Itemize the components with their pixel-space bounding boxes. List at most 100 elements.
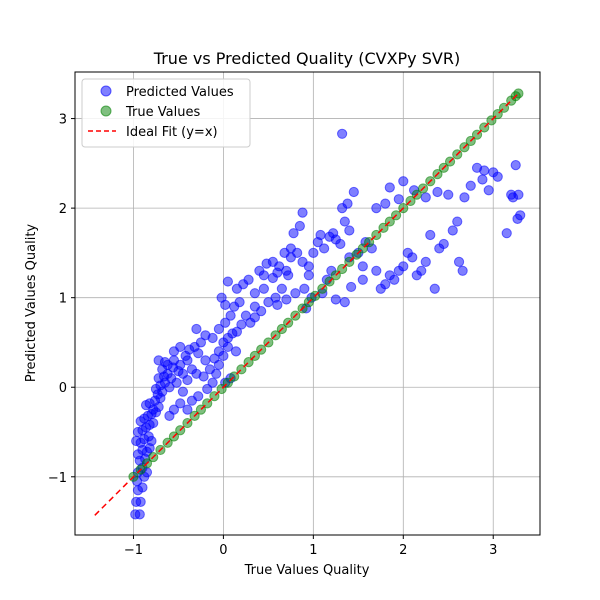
predicted-point — [384, 182, 395, 193]
predicted-point — [501, 228, 512, 239]
predicted-point — [146, 435, 157, 447]
predicted-point — [222, 276, 234, 287]
predicted-point — [297, 207, 308, 218]
predicted-point — [339, 297, 350, 308]
predicted-point — [171, 377, 182, 388]
predicted-point — [276, 283, 287, 294]
predicted-point — [249, 288, 260, 299]
legend-label-predicted: Predicted Values — [126, 85, 234, 100]
predicted-point — [357, 274, 368, 285]
y-tick-label: 3 — [59, 113, 67, 128]
predicted-point — [337, 128, 348, 139]
legend-label-true: True Values — [125, 105, 200, 120]
predicted-point — [258, 283, 269, 294]
predicted-point — [342, 198, 353, 209]
predicted-point — [272, 299, 283, 310]
predicted-point — [195, 337, 207, 348]
x-tick-label: −1 — [124, 543, 143, 558]
legend-label-ideal-fit: Ideal Fit (y=x) — [126, 125, 218, 140]
predicted-point — [200, 330, 211, 341]
predicted-point — [234, 297, 245, 308]
predicted-point — [263, 297, 274, 308]
predicted-point — [135, 496, 146, 507]
predicted-point — [292, 247, 303, 259]
predicted-point — [213, 359, 225, 370]
predicted-point — [459, 192, 470, 203]
legend-marker-predicted — [100, 85, 112, 97]
predicted-point — [193, 348, 204, 359]
predicted-point — [240, 310, 251, 321]
predicted-point — [319, 243, 330, 254]
predicted-point — [182, 404, 193, 415]
predicted-point — [357, 261, 368, 272]
predicted-point — [272, 267, 283, 278]
predicted-point — [339, 216, 350, 227]
predicted-point — [477, 174, 488, 185]
y-tick-label: 1 — [59, 292, 67, 307]
predicted-point — [425, 229, 436, 241]
predicted-point — [457, 265, 468, 276]
predicted-point — [398, 176, 409, 187]
predicted-point — [447, 225, 458, 236]
predicted-point — [371, 203, 382, 214]
predicted-point — [220, 317, 231, 328]
predicted-point — [243, 274, 254, 285]
predicted-point — [290, 288, 301, 299]
y-tick-label: −1 — [48, 471, 67, 486]
predicted-point — [432, 186, 443, 198]
predicted-point — [288, 228, 299, 239]
predicted-point — [175, 359, 186, 370]
y-tick-label: 2 — [59, 202, 67, 217]
predicted-point — [230, 346, 242, 357]
predicted-point — [191, 323, 202, 335]
predicted-point — [182, 355, 193, 366]
predicted-point — [393, 194, 404, 205]
predicted-point — [200, 355, 211, 366]
predicted-point — [159, 357, 171, 368]
predicted-point — [249, 301, 260, 312]
predicted-point — [236, 319, 247, 330]
predicted-point — [453, 256, 465, 267]
predicted-point — [330, 294, 341, 305]
predicted-point — [225, 310, 236, 321]
predicted-point — [346, 281, 357, 293]
predicted-point — [168, 404, 180, 415]
predicted-point — [479, 165, 490, 176]
chart-title: True vs Predicted Quality (CVXPy SVR) — [153, 49, 460, 68]
y-tick-label: 0 — [59, 381, 67, 396]
predicted-point — [315, 229, 326, 241]
predicted-point — [398, 261, 409, 272]
predicted-point — [281, 265, 292, 276]
predicted-point — [380, 198, 391, 209]
predicted-point — [402, 247, 413, 259]
predicted-point — [420, 256, 431, 267]
predicted-point — [465, 180, 476, 191]
x-tick-label: 0 — [219, 543, 227, 558]
predicted-point — [294, 220, 305, 232]
legend-box — [81, 78, 251, 148]
predicted-point — [182, 374, 193, 386]
predicted-point — [207, 377, 218, 388]
predicted-point — [134, 509, 145, 520]
predicted-point — [492, 171, 503, 182]
predicted-point — [429, 283, 440, 294]
predicted-point — [416, 265, 427, 276]
predicted-point — [380, 279, 391, 290]
predicted-point — [452, 216, 463, 227]
predicted-point — [175, 341, 186, 353]
predicted-point — [513, 189, 524, 200]
predicted-point — [512, 213, 523, 224]
x-tick-label: 2 — [399, 543, 407, 558]
predicted-point — [175, 398, 186, 409]
predicted-point — [281, 294, 292, 305]
predicted-point — [299, 283, 310, 294]
predicted-point — [335, 238, 346, 250]
predicted-point — [227, 328, 238, 339]
predicted-point — [510, 160, 521, 171]
predicted-point — [193, 391, 204, 402]
x-tick-label: 1 — [309, 543, 317, 558]
x-axis-label: True Values Quality — [244, 563, 370, 578]
predicted-point — [389, 274, 400, 285]
